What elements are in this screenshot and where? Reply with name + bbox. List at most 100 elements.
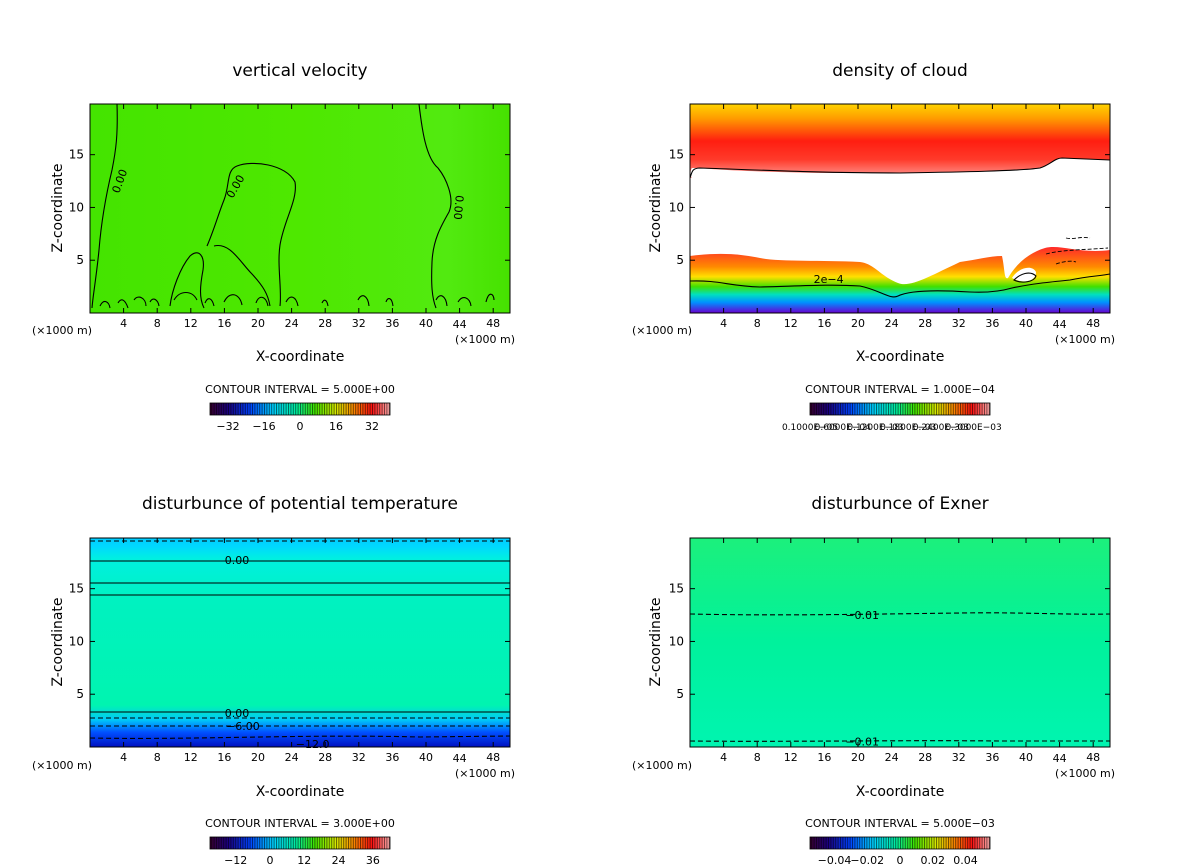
x-tick-label: 36 bbox=[385, 317, 399, 330]
colorbar-tick-label: 36 bbox=[366, 854, 380, 867]
x-tick-label: 20 bbox=[251, 317, 265, 330]
panel-vertical-velocity: vertical velocity 0.00 0.000.00 4 8 12 16 20 2… bbox=[32, 61, 515, 433]
x-tick-label: 16 bbox=[217, 317, 231, 330]
x-tick-label: 36 bbox=[985, 751, 999, 764]
x-axis-label: X-coordinate bbox=[256, 784, 345, 800]
x-tick-label: 12 bbox=[184, 317, 198, 330]
x-tick-label: 32 bbox=[952, 751, 966, 764]
colorbar-tick-label: 0 bbox=[297, 420, 304, 433]
x-tick-label: 40 bbox=[1019, 751, 1033, 764]
plot-frame bbox=[689, 537, 1111, 748]
velocity-field bbox=[90, 104, 510, 313]
plot-frame bbox=[89, 537, 511, 748]
contour-lines bbox=[689, 612, 1111, 742]
x-tick-label: 12 bbox=[784, 751, 798, 764]
x-tick-label: 48 bbox=[486, 317, 500, 330]
y-tick-label: 15 bbox=[669, 148, 684, 162]
x-tick-label: 24 bbox=[285, 317, 299, 330]
x-tick-label: 12 bbox=[184, 751, 198, 764]
x-tick-label: 24 bbox=[885, 317, 899, 330]
contour-interval: CONTOUR INTERVAL = 5.000E−03 bbox=[805, 817, 995, 830]
colorbar-tick-label: 0.1800E−03 bbox=[880, 423, 936, 433]
contour-labels: 0.000.00−6.00−12.0 bbox=[225, 554, 330, 751]
y-axis-label: Z-coordinate bbox=[648, 597, 664, 686]
x-tick-label: 16 bbox=[817, 751, 831, 764]
x-tick-label: 16 bbox=[217, 751, 231, 764]
x-tick-label: 28 bbox=[318, 317, 332, 330]
colorbar-ticks: −0.04 −0.02 0 0.02 0.04 bbox=[818, 854, 978, 867]
x-unit-right: (×1000 m) bbox=[1055, 767, 1115, 780]
colorbar-tick-label: 24 bbox=[332, 854, 346, 867]
x-tick-label: 32 bbox=[952, 317, 966, 330]
panel-density-of-cloud: density of cloud 2e−4 4 8 12 16 20 24 28 32 36 40… bbox=[632, 61, 1115, 433]
panel-exner: disturbunce of Exner −0.01−0.01 4 8 12 16 20… bbox=[632, 494, 1115, 867]
chart-title: density of cloud bbox=[832, 61, 968, 81]
colorbar-tick-label: 16 bbox=[329, 420, 343, 433]
x-axis-label: X-coordinate bbox=[856, 349, 945, 365]
y-tick-label: 5 bbox=[676, 253, 684, 267]
colorbar-tick-label: −0.02 bbox=[850, 854, 884, 867]
x-tick-label: 44 bbox=[453, 318, 467, 331]
colorbar-tick-label: 32 bbox=[365, 420, 379, 433]
contour-label-text: 0.00 bbox=[225, 554, 250, 567]
colorbar-tick-label: 0.3000E−03 bbox=[946, 423, 1002, 433]
chart-title: disturbunce of potential temperature bbox=[142, 494, 458, 514]
colorbar-tick-label: 0.04 bbox=[953, 854, 978, 867]
x-tick-label: 40 bbox=[419, 751, 433, 764]
colorbar-frame bbox=[809, 836, 991, 850]
colorbar-stripes bbox=[810, 837, 990, 849]
contour-label-text: 2e−4 bbox=[814, 273, 844, 286]
x-tick-label: 24 bbox=[885, 751, 899, 764]
colorbar-ticks: 0.1000E−050.6000E−040.1200E−030.1800E−03… bbox=[782, 423, 1002, 433]
contour-label: 0.00 bbox=[451, 195, 466, 221]
exner-field bbox=[690, 538, 1110, 747]
contour-label: −0.01 bbox=[845, 609, 879, 622]
contour-label-text: 0.00 bbox=[225, 707, 250, 720]
x-unit-right: (×1000 m) bbox=[455, 767, 515, 780]
x-tick-label: 8 bbox=[154, 751, 161, 764]
y-tick-label: 15 bbox=[69, 582, 84, 596]
y-tick-label: 15 bbox=[69, 148, 84, 162]
x-tick-label: 4 bbox=[720, 751, 727, 764]
y-tick-label: 10 bbox=[669, 200, 684, 214]
contour-label-text: −6.00 bbox=[226, 720, 260, 733]
contour-lines bbox=[689, 157, 1111, 298]
x-tick-label: 40 bbox=[419, 317, 433, 330]
x-tick-label: 24 bbox=[285, 751, 299, 764]
x-tick-label: 4 bbox=[120, 751, 127, 764]
colorbar-tick-label: −32 bbox=[216, 420, 239, 433]
plot-frame bbox=[89, 103, 511, 314]
y-tick-label: 5 bbox=[76, 687, 84, 701]
x-tick-label: 44 bbox=[1053, 752, 1067, 765]
contour-label-text: −0.01 bbox=[845, 736, 879, 749]
colorbar-tick-label: 0 bbox=[897, 854, 904, 867]
contour-label: 2e−4 bbox=[814, 273, 844, 286]
chart-title: vertical velocity bbox=[232, 61, 367, 81]
cloud-notch bbox=[1012, 267, 1036, 282]
colorbar-tick-label: 0.1200E−03 bbox=[847, 423, 903, 433]
colorbar: −0.04 −0.02 0 0.02 0.04 bbox=[809, 836, 991, 867]
contour-interval: CONTOUR INTERVAL = 1.000E−04 bbox=[805, 383, 995, 396]
x-tick-label: 32 bbox=[352, 751, 366, 764]
x-unit-left: (×1000 m) bbox=[32, 759, 92, 772]
x-tick-label: 12 bbox=[784, 317, 798, 330]
y-tick-label: 10 bbox=[669, 634, 684, 648]
x-axis-label: X-coordinate bbox=[856, 784, 945, 800]
x-tick-label: 36 bbox=[385, 751, 399, 764]
y-axis-label: Z-coordinate bbox=[50, 597, 66, 686]
y-tick-label: 5 bbox=[76, 253, 84, 267]
contour-interval: CONTOUR INTERVAL = 5.000E+00 bbox=[205, 383, 395, 396]
y-tick-label: 15 bbox=[669, 582, 684, 596]
contour-label: −12.0 bbox=[296, 738, 330, 751]
x-tick-label: 32 bbox=[352, 317, 366, 330]
x-unit-left: (×1000 m) bbox=[632, 324, 692, 337]
x-tick-label: 36 bbox=[985, 317, 999, 330]
contour-labels: −0.01 −0.01 bbox=[845, 609, 879, 749]
x-tick-label: 8 bbox=[754, 317, 761, 330]
x-tick-label: 20 bbox=[251, 751, 265, 764]
colorbar-tick-label: 0.2400E−03 bbox=[913, 423, 969, 433]
colorbar-tick-label: 0.02 bbox=[920, 854, 945, 867]
contour-lines bbox=[91, 103, 495, 309]
